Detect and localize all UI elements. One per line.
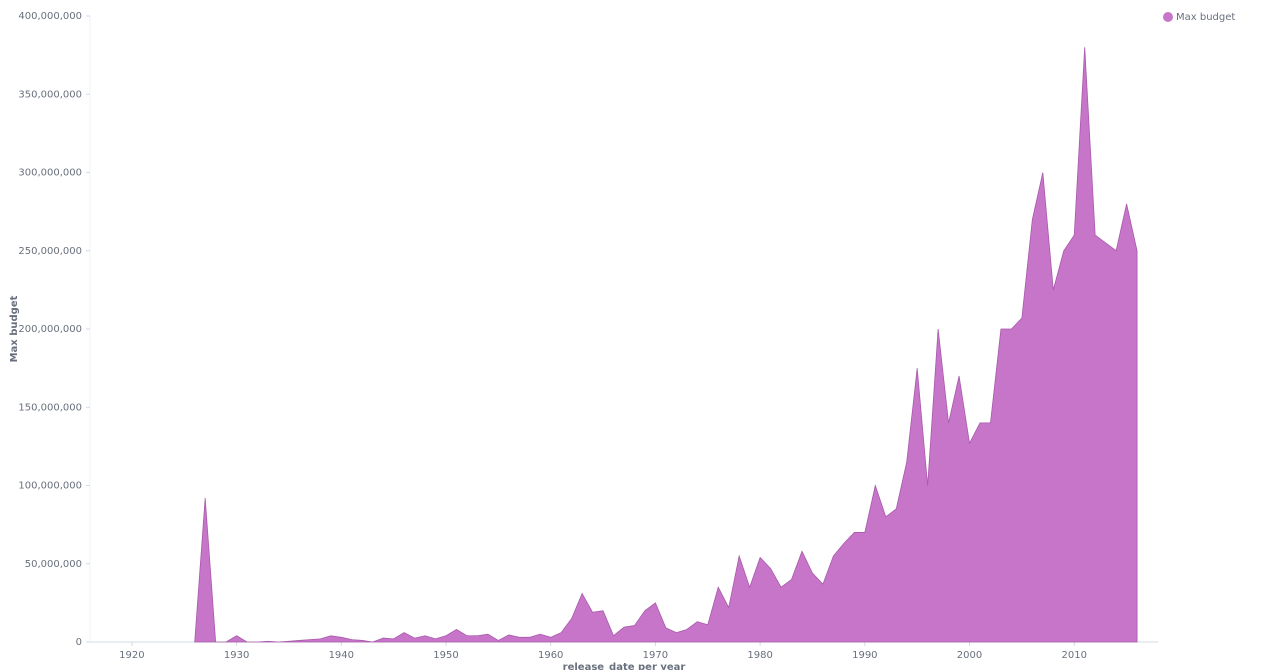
x-axis-title: release_date per year xyxy=(563,662,686,670)
y-tick-label: 300,000,000 xyxy=(18,168,82,179)
legend-label: Max budget xyxy=(1176,12,1235,23)
legend-marker xyxy=(1163,12,1173,22)
x-tick-label: 2010 xyxy=(1062,650,1087,661)
y-axis-title: Max budget xyxy=(9,295,20,362)
y-tick-label: 400,000,000 xyxy=(18,11,82,22)
y-tick-label: 200,000,000 xyxy=(18,324,82,335)
x-tick-label: 1950 xyxy=(433,650,458,661)
x-tick-label: 1990 xyxy=(852,650,877,661)
x-tick-label: 1940 xyxy=(329,650,354,661)
y-tick-label: 0 xyxy=(76,637,82,648)
y-tick-label: 250,000,000 xyxy=(18,246,82,257)
x-tick-label: 1920 xyxy=(119,650,144,661)
x-tick-label: 1960 xyxy=(538,650,563,661)
y-tick-label: 150,000,000 xyxy=(18,402,82,413)
x-tick-label: 2000 xyxy=(957,650,982,661)
y-tick-label: 50,000,000 xyxy=(25,559,82,570)
y-tick-label: 350,000,000 xyxy=(18,89,82,100)
area xyxy=(194,47,1138,643)
x-tick-label: 1930 xyxy=(224,650,249,661)
y-tick-label: 100,000,000 xyxy=(18,481,82,492)
x-tick-label: 1980 xyxy=(747,650,772,661)
x-tick-label: 1970 xyxy=(643,650,668,661)
